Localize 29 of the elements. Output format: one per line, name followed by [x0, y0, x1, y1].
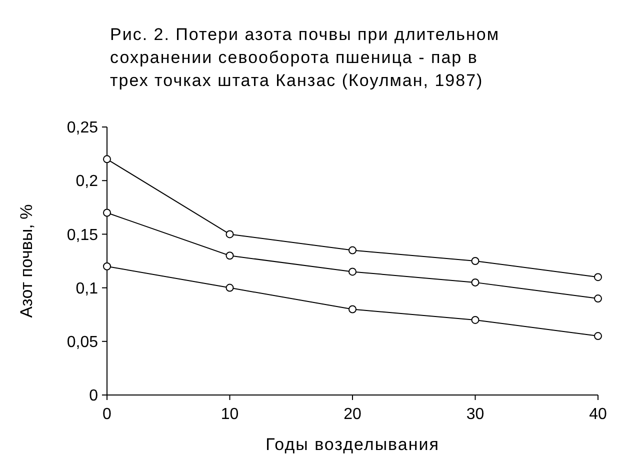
y-tick-label: 0,05 [66, 334, 98, 351]
y-axis-title: Азот почвы, % [17, 204, 36, 318]
point [471, 278, 480, 286]
point [471, 257, 480, 265]
x-axis-title: Годы возделывания [266, 435, 440, 454]
x-tick-label: 30 [466, 406, 484, 423]
y-tick-label: 0,15 [66, 226, 98, 244]
point [226, 284, 234, 292]
point [103, 262, 111, 270]
x-tick-label: 40 [589, 406, 607, 423]
point [594, 332, 602, 340]
point [348, 268, 356, 276]
point [594, 294, 602, 303]
y-tick-label: 0,1 [76, 280, 98, 298]
point [226, 252, 234, 260]
point [594, 273, 602, 282]
y-tick-label: 0,2 [76, 173, 98, 190]
x-tick-label: 20 [344, 406, 362, 423]
x-tick-label: 10 [220, 406, 239, 423]
chart-title: Рис. 2. Потери азота почвы при длительном сохранении севооборота пшеница - пар в трех точках штата Канзас (Коулман, 1987) [110, 25, 500, 90]
x-tick-label: 0 [102, 406, 112, 423]
y-tick-label: 0,25 [66, 120, 98, 137]
y-tick-label: 0 [89, 388, 98, 405]
point [103, 208, 111, 217]
point [348, 305, 356, 314]
point [471, 316, 480, 324]
point [103, 155, 111, 164]
point [348, 246, 356, 254]
point [226, 230, 234, 238]
